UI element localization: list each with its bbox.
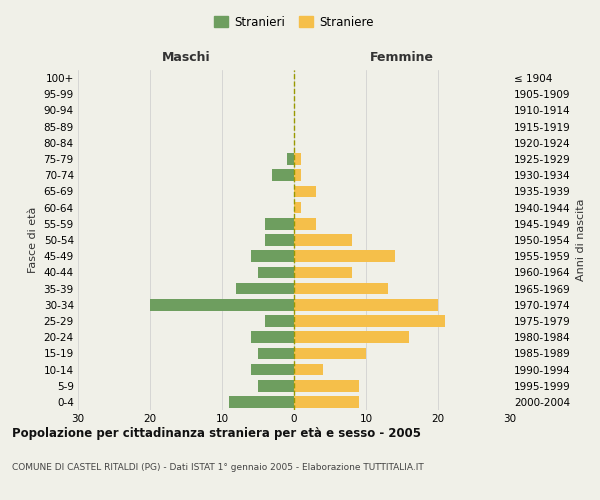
Legend: Stranieri, Straniere: Stranieri, Straniere [209,11,379,34]
Bar [287,153,294,165]
Bar [294,380,359,392]
Bar [294,170,301,181]
Bar [294,202,301,213]
Bar [251,332,294,343]
Bar [265,218,294,230]
Bar [294,315,445,327]
Bar [294,299,438,310]
Bar [229,396,294,407]
Bar [150,299,294,310]
Bar [294,153,301,165]
Bar [272,170,294,181]
Bar [294,266,352,278]
Bar [258,266,294,278]
Bar [294,186,316,198]
Bar [265,234,294,246]
Bar [294,364,323,376]
Bar [258,348,294,359]
Text: Femmine: Femmine [370,50,434,64]
Bar [251,364,294,376]
Text: COMUNE DI CASTEL RITALDI (PG) - Dati ISTAT 1° gennaio 2005 - Elaborazione TUTTIT: COMUNE DI CASTEL RITALDI (PG) - Dati IST… [12,462,424,471]
Text: Popolazione per cittadinanza straniera per età e sesso - 2005: Popolazione per cittadinanza straniera p… [12,428,421,440]
Bar [294,282,388,294]
Bar [294,348,366,359]
Bar [258,380,294,392]
Bar [236,282,294,294]
Bar [251,250,294,262]
Bar [294,396,359,407]
Bar [294,250,395,262]
Text: Maschi: Maschi [161,50,211,64]
Bar [294,218,316,230]
Y-axis label: Anni di nascita: Anni di nascita [577,198,586,281]
Bar [265,315,294,327]
Y-axis label: Fasce di età: Fasce di età [28,207,38,273]
Bar [294,234,352,246]
Bar [294,332,409,343]
